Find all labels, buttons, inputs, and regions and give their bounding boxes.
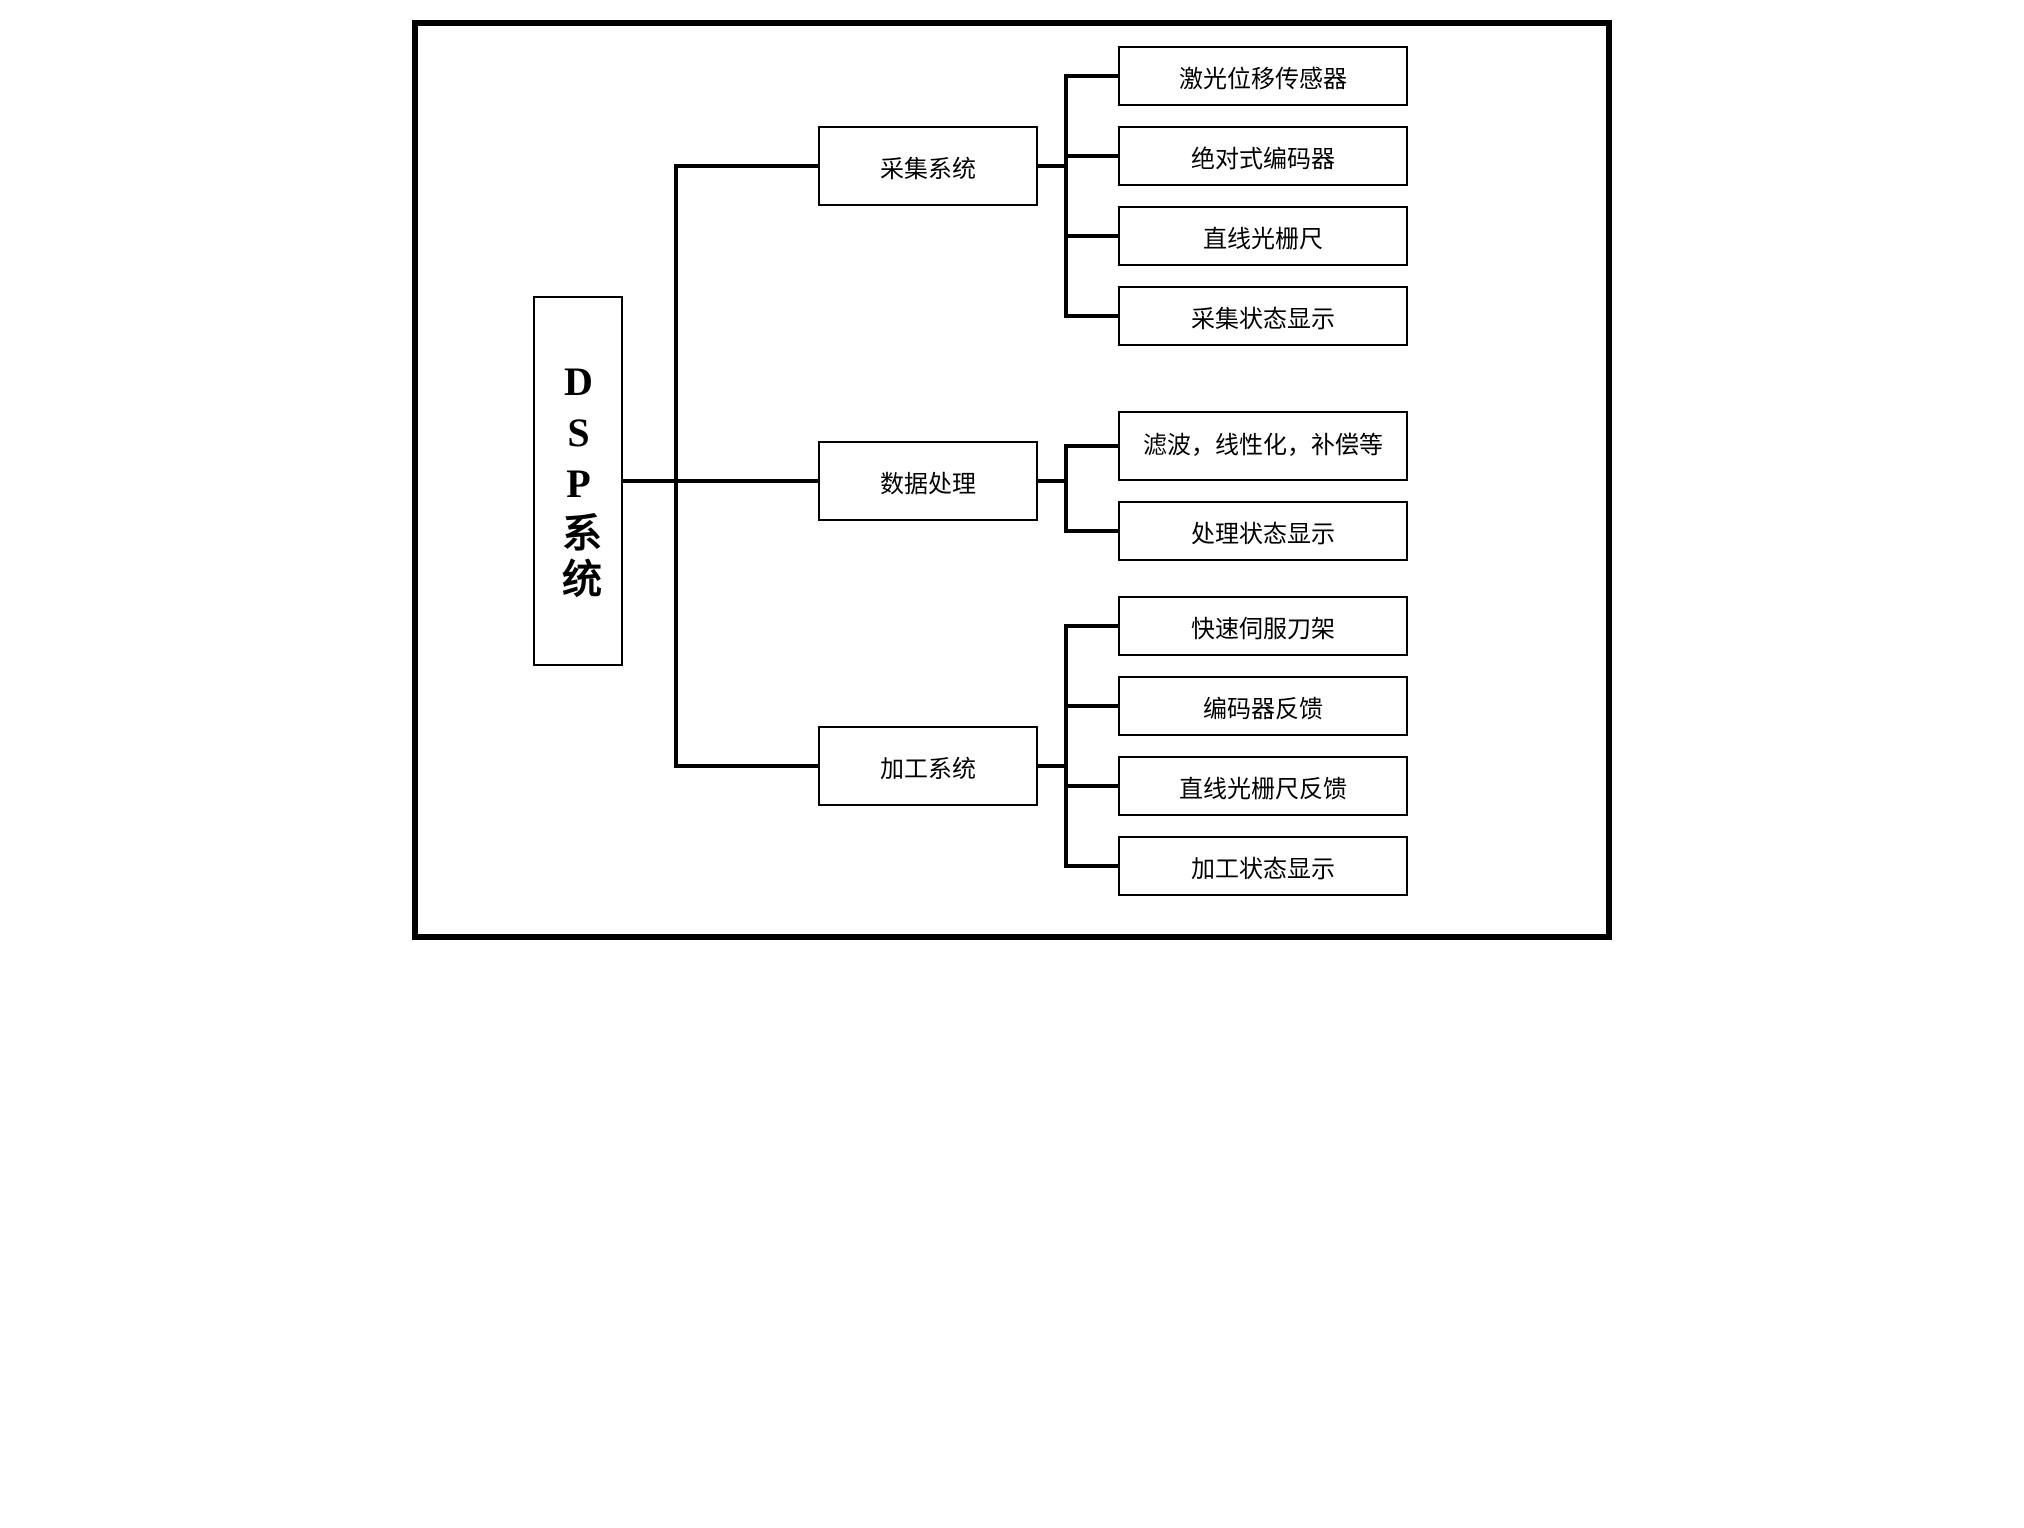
leaf-0-1-label: 绝对式编码器	[1191, 139, 1335, 174]
leaf-node-0-3: 采集状态显示	[1118, 286, 1408, 346]
leaf-node-1-1: 处理状态显示	[1118, 501, 1408, 561]
leaf-node-2-1: 编码器反馈	[1118, 676, 1408, 736]
conn-leaf-2-3	[1068, 864, 1118, 868]
conn-branch-2-bus	[1064, 624, 1068, 868]
conn-leaf-1-1	[1068, 529, 1118, 533]
conn-leaf-0-3	[1068, 314, 1118, 318]
leaf-node-2-3: 加工状态显示	[1118, 836, 1408, 896]
conn-root-h	[623, 479, 678, 483]
branch-1-label: 数据处理	[880, 464, 976, 499]
conn-branch-2	[678, 764, 818, 768]
conn-root-bus	[674, 164, 678, 768]
conn-leaf-0-0	[1068, 74, 1118, 78]
leaf-node-0-2: 直线光栅尺	[1118, 206, 1408, 266]
diagram-frame: DSP系统 采集系统 激光位移传感器 绝对式编码器 直线光栅尺 采集状态显示 数…	[412, 20, 1612, 940]
leaf-0-0-label: 激光位移传感器	[1179, 59, 1347, 94]
conn-leaf-2-0	[1068, 624, 1118, 628]
leaf-node-2-0: 快速伺服刀架	[1118, 596, 1408, 656]
leaf-2-1-label: 编码器反馈	[1203, 689, 1323, 724]
branch-2-label: 加工系统	[880, 749, 976, 784]
leaf-2-2-label: 直线光栅尺反馈	[1179, 769, 1347, 804]
leaf-node-1-0: 滤波，线性化，补偿等	[1118, 411, 1408, 481]
conn-leaf-2-1	[1068, 704, 1118, 708]
conn-leaf-0-1	[1068, 154, 1118, 158]
conn-leaf-2-2	[1068, 784, 1118, 788]
branch-node-2: 加工系统	[818, 726, 1038, 806]
leaf-1-0-label: 滤波，线性化，补偿等	[1143, 433, 1383, 459]
branch-node-0: 采集系统	[818, 126, 1038, 206]
conn-branch-1-bus	[1064, 444, 1068, 533]
leaf-2-3-label: 加工状态显示	[1191, 849, 1335, 884]
conn-leaf-0-2	[1068, 234, 1118, 238]
conn-branch-1	[678, 479, 818, 483]
leaf-2-0-label: 快速伺服刀架	[1191, 609, 1335, 644]
conn-branch-0-bus	[1064, 74, 1068, 318]
leaf-node-2-2: 直线光栅尺反馈	[1118, 756, 1408, 816]
conn-branch-0	[678, 164, 818, 168]
branch-0-label: 采集系统	[880, 149, 976, 184]
branch-node-1: 数据处理	[818, 441, 1038, 521]
leaf-0-2-label: 直线光栅尺	[1203, 219, 1323, 254]
leaf-1-1-label: 处理状态显示	[1191, 514, 1335, 549]
leaf-node-0-1: 绝对式编码器	[1118, 126, 1408, 186]
root-label: DSP系统	[549, 359, 607, 604]
root-node: DSP系统	[533, 296, 623, 666]
conn-leaf-1-0	[1068, 444, 1118, 448]
leaf-node-0-0: 激光位移传感器	[1118, 46, 1408, 106]
leaf-0-3-label: 采集状态显示	[1191, 299, 1335, 334]
